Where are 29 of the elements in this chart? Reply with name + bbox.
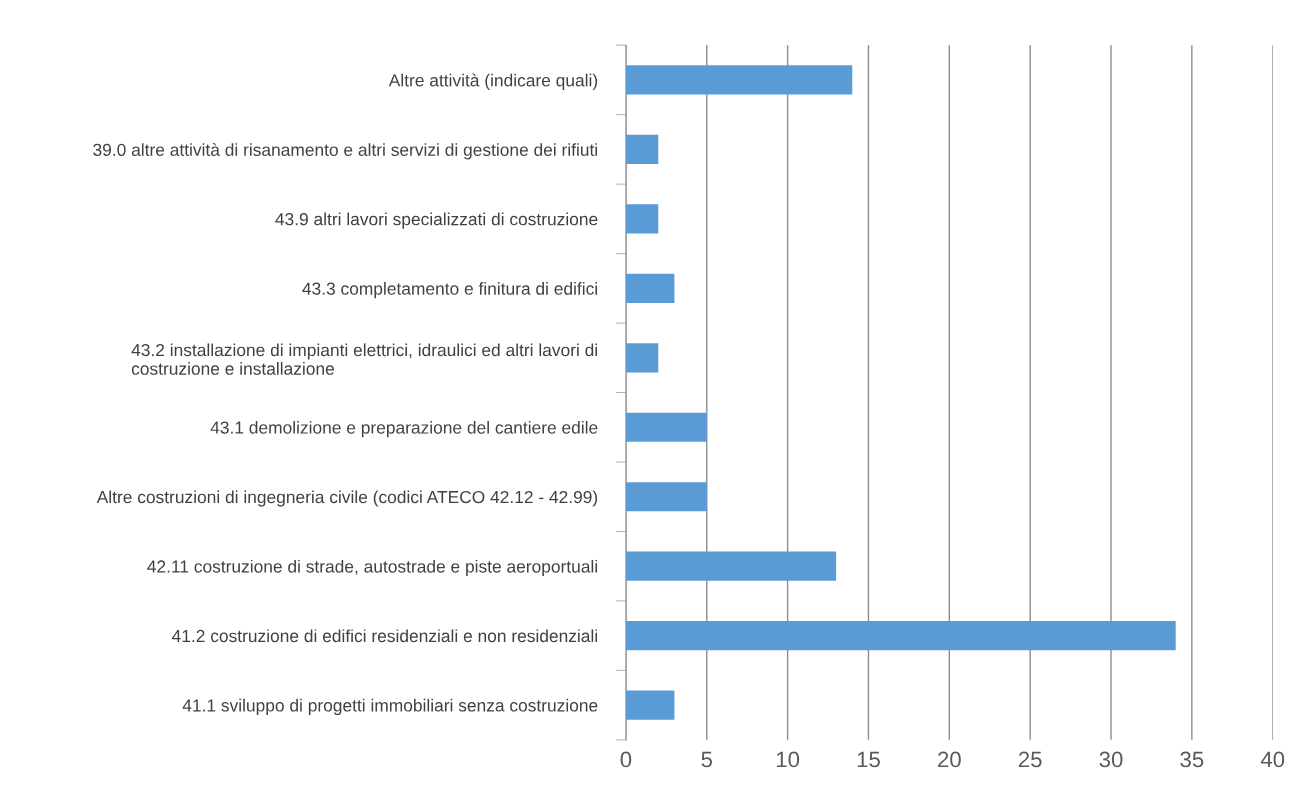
y-tick-label: 43.1 demolizione e preparazione del cantiere edile	[210, 420, 598, 438]
bar	[625, 134, 659, 164]
y-tick-label: 42.11 costruzione di strade, autostrade e piste aeroportuali	[147, 559, 598, 577]
x-tick-label: 20	[938, 751, 961, 768]
bar	[625, 690, 675, 720]
y-tick-label: 43.9 altri lavori specializzati di costruzione	[275, 212, 598, 229]
bar	[625, 412, 707, 442]
y-tick-label: Altre costruzioni di ingegneria civile (codici ATECO 42.12 - 42.99)	[96, 490, 598, 507]
bar	[625, 551, 837, 581]
bar	[625, 482, 707, 512]
y-tick-label: 43.2 installazione di impianti elettrici, idraulici ed altri lavori di costruzione e installazione	[131, 343, 597, 375]
bar	[625, 343, 659, 373]
x-tick-label: 0	[620, 751, 632, 768]
x-tick-label: 35	[1180, 751, 1204, 768]
x-tick-label: 40	[1260, 751, 1285, 768]
x-tick-label: 25	[1018, 751, 1042, 768]
y-tick-label: 41.1 sviluppo di progetti immobiliari senza costruzione	[182, 698, 598, 716]
x-tick-label: 15	[857, 751, 880, 768]
y-tick-label: 43.3 completamento e finitura di edifici	[302, 282, 597, 299]
y-tick-label: Altre attività (indicare quali)	[388, 73, 598, 90]
bar	[625, 204, 659, 234]
x-tick-label: 30	[1099, 751, 1123, 768]
y-tick-label: 39.0 altre attività di risanamento e altri servizi di gestione dei rifiuti	[93, 143, 598, 160]
x-tick-label: 5	[701, 751, 713, 768]
bar	[625, 273, 675, 303]
y-tick-label: 41.2 costruzione di edifici residenziali e non residenziali	[172, 629, 597, 643]
bar	[625, 65, 853, 95]
x-tick-label: 10	[776, 751, 800, 768]
bar	[625, 621, 1176, 651]
